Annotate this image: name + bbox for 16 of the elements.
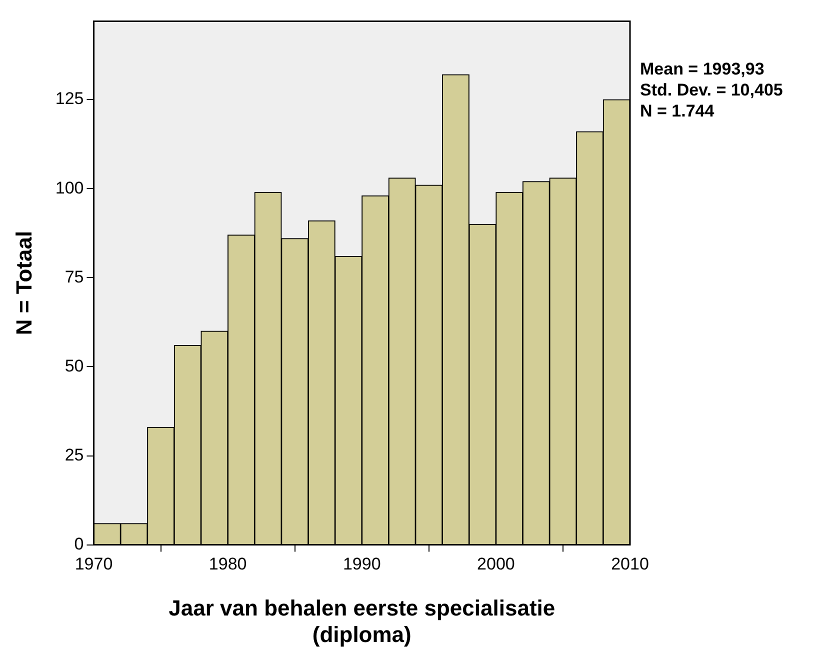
y-tick-label: 125 — [55, 89, 84, 108]
y-tick-label: 75 — [64, 267, 84, 286]
y-tick-label: 0 — [74, 534, 84, 554]
text: Std. Dev. = 10,405 — [640, 80, 783, 100]
x-tick-label: 1980 — [208, 554, 247, 574]
x-tick-label: 2000 — [477, 554, 515, 574]
text: N = 1.744 — [640, 102, 715, 121]
y-tick-label: 100 — [55, 178, 84, 198]
x-tick-label: 1990 — [342, 554, 381, 574]
x-tick-label: 1970 — [74, 554, 113, 574]
y-tick-label: 25 — [64, 445, 84, 464]
y-axis-title: N = Totaal — [11, 230, 36, 336]
y-tick-label: 50 — [64, 356, 84, 376]
x-axis-title: Jaar van behalen eerste specialisatie (diploma) — [168, 595, 556, 647]
x-tick-label: 2010 — [611, 554, 649, 574]
text: Mean = 1993,93 — [640, 60, 764, 79]
